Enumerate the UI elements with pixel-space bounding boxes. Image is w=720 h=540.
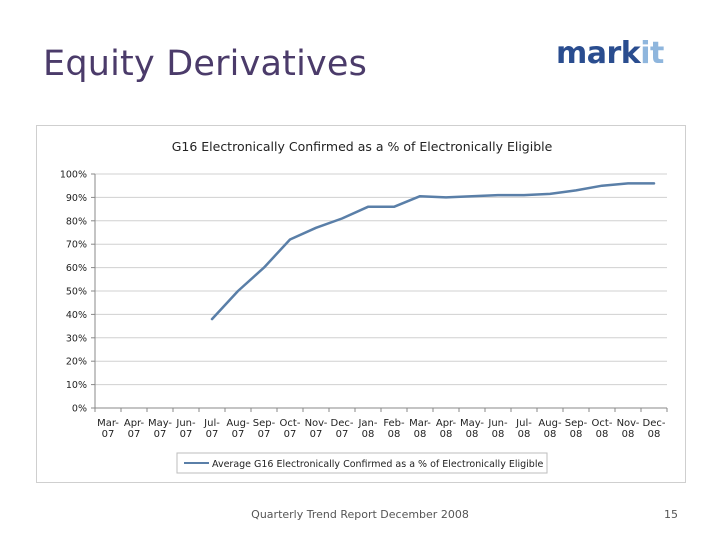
x-tick-label: Nov-07	[305, 418, 328, 440]
legend: Average G16 Electronically Confirmed as …	[176, 452, 548, 474]
x-tick-label: Jun-08	[487, 418, 508, 440]
x-tick-label: Jul-08	[515, 418, 532, 440]
slide-title: Equity Derivatives	[43, 44, 368, 84]
y-tick-label: 50%	[66, 287, 87, 298]
x-tick-label: Oct-07	[280, 418, 301, 440]
chart-title: G16 Electronically Confirmed as a % of E…	[172, 139, 553, 154]
series-layer	[210, 182, 656, 321]
legend-label: Average G16 Electronically Confirmed as …	[212, 459, 543, 470]
x-tick-label: Oct-08	[592, 418, 613, 440]
x-tick-label: Nov-08	[617, 418, 640, 440]
chart-container: G16 Electronically Confirmed as a % of E…	[36, 125, 686, 483]
x-tick-label: Mar-08	[409, 418, 431, 440]
y-tick-label: 30%	[66, 333, 87, 344]
logo-text-dark: mark	[556, 36, 641, 71]
page-number: 15	[664, 508, 678, 521]
y-tick-label: 10%	[66, 380, 87, 391]
y-tick-label: 90%	[66, 193, 87, 204]
x-axis: Mar-07Apr-07May-07Jun-07Jul-07Aug-07Sep-…	[94, 407, 668, 440]
footer-text: Quarterly Trend Report December 2008	[251, 508, 469, 521]
y-tick-label: 60%	[66, 263, 87, 274]
series-line	[210, 182, 656, 321]
y-axis: 0% 10% 20% 30% 40% 50% 60% 70% 80% 90% 100%	[60, 170, 96, 415]
legend-box	[176, 452, 548, 474]
y-tick-label: 20%	[66, 357, 87, 368]
x-tick-label: May-08	[460, 418, 484, 440]
x-tick-label: Dec-07	[331, 418, 354, 440]
x-tick-label: Apr-08	[436, 418, 457, 440]
x-tick-label: Jun-07	[175, 418, 196, 440]
x-tick-label: Aug-07	[226, 418, 250, 440]
y-tick-label: 100%	[60, 170, 87, 181]
x-tick-label: Mar-07	[97, 418, 119, 440]
y-tick-label: 70%	[66, 240, 87, 251]
x-tick-label: Dec-08	[643, 418, 666, 440]
y-tick-label: 40%	[66, 310, 87, 321]
x-tick-label: Apr-07	[124, 418, 145, 440]
markit-logo: markit	[556, 36, 664, 71]
y-tick-label: 0%	[72, 404, 87, 415]
x-tick-label: May-07	[148, 418, 172, 440]
y-tick-label: 80%	[66, 216, 87, 227]
line-chart: G16 Electronically Confirmed as a % of E…	[60, 139, 668, 474]
x-tick-label: Jul-07	[203, 418, 220, 440]
logo-text-light: it	[640, 36, 664, 71]
x-tick-label: Feb-08	[383, 418, 405, 440]
x-tick-label: Sep-07	[253, 418, 276, 440]
gridlines	[95, 173, 667, 409]
x-tick-label: Aug-08	[538, 418, 562, 440]
x-tick-label: Sep-08	[565, 418, 588, 440]
x-tick-label: Jan-08	[357, 418, 377, 440]
